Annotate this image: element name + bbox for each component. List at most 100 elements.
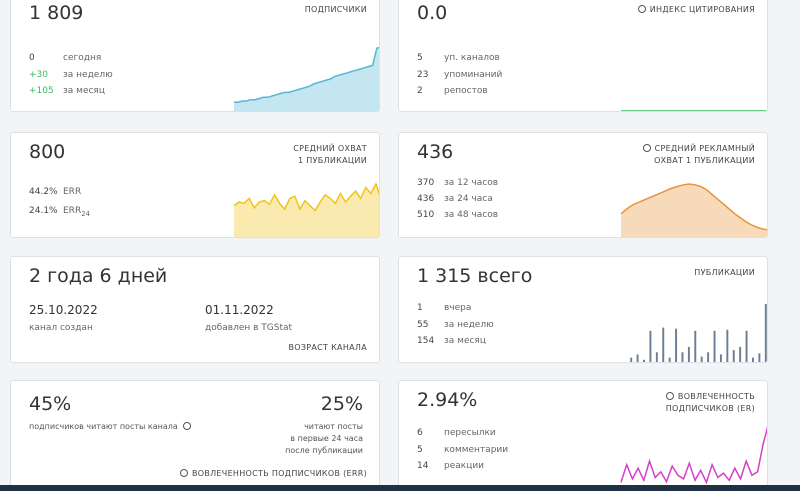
row-label: комментарии — [444, 445, 508, 455]
bar — [630, 357, 633, 362]
row-label: уп. каналов — [444, 53, 500, 63]
bar — [752, 357, 754, 362]
title-line: ПОДПИСЧИКОВ (ER) — [666, 403, 755, 415]
left-label: подписчиков читают посты канала — [29, 422, 195, 431]
card-value: 436 — [417, 141, 454, 163]
title-line: 1 ПУБЛИКАЦИИ — [293, 155, 367, 167]
row-label: упоминаний — [444, 70, 502, 80]
card-value: 1 315 всего — [417, 265, 533, 287]
row-value: +105 — [29, 86, 54, 96]
row-label-text: упоминаний — [444, 69, 503, 80]
row-label-text: реакции — [444, 461, 485, 471]
date-value: 01.11.2022 — [205, 303, 274, 317]
card-title: СРЕДНИЙ ОХВАТ 1 ПУБЛИКАЦИИ — [293, 143, 367, 167]
bar — [713, 330, 716, 362]
row-value: 510 — [417, 210, 435, 220]
right-label: читают посты в первые 24 часа после публик… — [285, 421, 363, 457]
row-label-text: за 24 часа — [444, 194, 493, 204]
row-label: за 24 часа — [444, 194, 493, 204]
sparkline — [233, 182, 379, 237]
row-value: 0 — [29, 53, 35, 63]
row-label-text: за неделю — [444, 319, 494, 330]
title-text: ПУБЛИКАЦИИ — [694, 268, 755, 277]
bar — [739, 346, 742, 362]
left-label-text: подписчиков читают посты канала — [29, 422, 178, 431]
row-label-text: ERR — [63, 187, 82, 197]
row-label: реакции — [444, 461, 484, 471]
row-label: за неделю — [444, 320, 494, 330]
bar — [675, 328, 678, 362]
row-value: 436 — [417, 194, 435, 204]
row-value: 24.1% — [29, 206, 58, 216]
area-fill — [621, 184, 767, 237]
icon — [637, 5, 646, 13]
row-label-text: сегодня — [63, 53, 102, 63]
row-label-text: репостов — [444, 86, 488, 96]
bottom-bar — [0, 485, 800, 491]
bar — [719, 354, 722, 362]
date-label: добавлен в TGStat — [205, 323, 293, 333]
bar — [687, 346, 690, 362]
sparkline-line — [234, 46, 379, 103]
title-line: ПУБЛИКАЦИИ — [694, 267, 755, 279]
row-value: +30 — [29, 69, 48, 80]
right-label-line: в первые 24 часа — [290, 434, 363, 443]
row-label-text: ERR — [63, 206, 82, 216]
title-line: СРЕДНИЙ ОХВАТ — [293, 143, 367, 155]
row-value: 44.2% — [29, 187, 58, 197]
title-line: ВОВЛЕЧЕННОСТЬ — [665, 391, 755, 403]
card: 436 СРЕДНИЙ РЕКЛАМНЫЙ ОХВАТ 1 ПУБЛИКАЦИИ 37… — [398, 132, 768, 238]
row-label: за 48 часов — [444, 210, 498, 220]
title-text: СРЕДНИЙ РЕКЛАМНЫЙ — [654, 144, 755, 153]
row-label-text: за месяц — [63, 86, 105, 96]
row-label: за месяц — [63, 86, 105, 96]
area-fill — [234, 184, 379, 237]
card-footer: ВОВЛЕЧЕННОСТЬ ПОДПИСЧИКОВ (ERR) — [179, 468, 367, 480]
sparkline — [630, 304, 767, 362]
title-text: 1 ПУБЛИКАЦИИ — [298, 156, 367, 165]
bar — [745, 330, 748, 362]
bar — [700, 356, 703, 362]
sparkline — [234, 46, 379, 111]
row-value: 55 — [417, 319, 429, 330]
row-value: 23 — [417, 69, 429, 80]
right-label-line: читают посты — [304, 422, 363, 431]
row-value: 5 — [417, 53, 423, 63]
row-label: вчера — [444, 303, 471, 313]
card: 2.94% ВОВЛЕЧЕННОСТЬ ПОДПИСЧИКОВ (ER) 6 перес… — [398, 380, 768, 488]
sparkline-line — [233, 182, 379, 212]
title-text: ИНДЕКС ЦИТИРОВАНИЯ — [649, 5, 755, 14]
sparkline-line — [620, 426, 767, 485]
bar — [636, 354, 639, 362]
row-value: 14 — [417, 461, 429, 471]
area-fill — [234, 47, 379, 111]
left-value: 45% — [29, 393, 72, 415]
card-value: 1 809 — [29, 2, 84, 24]
title-line: ОХВАТ 1 ПУБЛИКАЦИИ — [643, 155, 755, 167]
bar — [732, 350, 735, 362]
sparkline — [620, 183, 767, 237]
footer-text: ВОЗРАСТ КАНАЛА — [288, 343, 367, 352]
card-title: СРЕДНИЙ РЕКЛАМНЫЙ ОХВАТ 1 ПУБЛИКАЦИИ — [642, 143, 755, 167]
card: 45% подписчиков читают посты канала 25% чит… — [10, 380, 380, 488]
row-label: ERR24 — [63, 206, 90, 218]
card-value: 2 года 6 дней — [29, 265, 168, 287]
date-label: канал создан — [29, 323, 93, 333]
sparkline-line — [620, 183, 767, 231]
bar — [643, 359, 645, 362]
footer-text: ВОВЛЕЧЕННОСТЬ ПОДПИСЧИКОВ (ERR) — [191, 469, 367, 478]
row-label-text: за месяц — [444, 336, 486, 346]
right-value: 25% — [320, 393, 363, 415]
bar — [694, 330, 697, 362]
row-label: за неделю — [63, 70, 113, 80]
card-value: 2.94% — [417, 389, 478, 411]
card-footer: ВОЗРАСТ КАНАЛА — [288, 342, 367, 354]
card-value: 800 — [29, 141, 66, 163]
bar — [681, 352, 684, 362]
title-text: СРЕДНИЙ ОХВАТ — [293, 144, 367, 153]
bar — [662, 327, 665, 362]
row-label: за 12 часов — [444, 178, 498, 188]
row-value: 370 — [417, 178, 435, 188]
row-label-text: комментарии — [444, 444, 509, 455]
bar — [758, 353, 761, 362]
